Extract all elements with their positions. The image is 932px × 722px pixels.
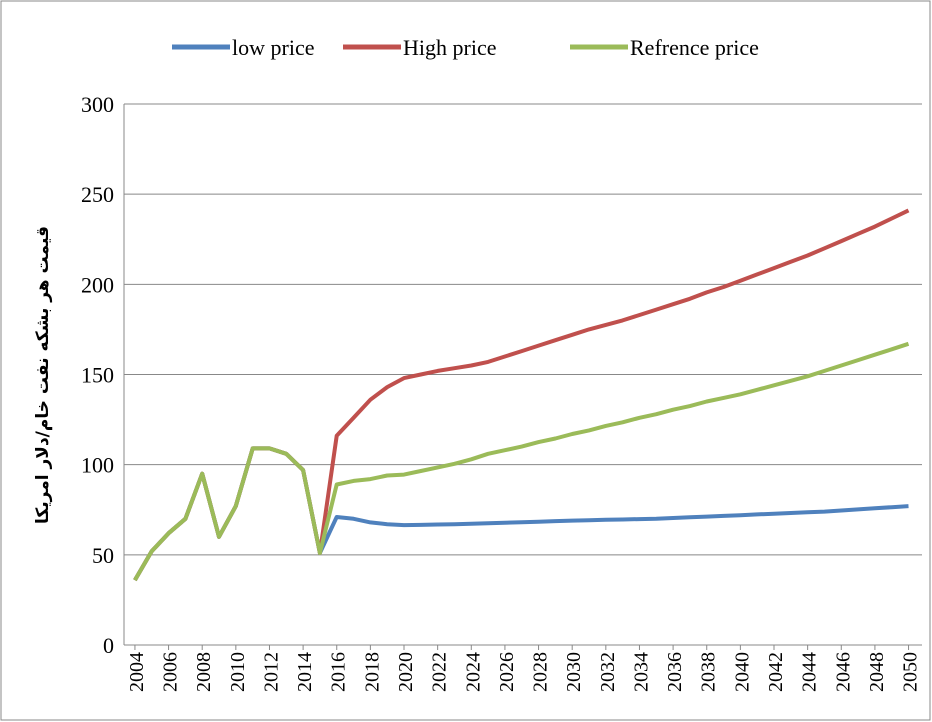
y-tick-label: 150 — [81, 363, 114, 388]
x-tick-label: 2020 — [395, 652, 417, 692]
y-axis-title: قیمت هر بشکه نفت خام/دلار امریکا — [33, 226, 53, 524]
x-tick-label: 2026 — [496, 652, 518, 692]
y-tick-label: 300 — [81, 92, 114, 117]
x-tick-label: 2032 — [597, 652, 619, 692]
y-tick-label: 200 — [81, 272, 114, 297]
legend-label: Refrence price — [630, 35, 759, 60]
x-tick-label: 2014 — [294, 652, 316, 692]
x-tick-label: 2030 — [563, 652, 585, 692]
x-tick-label: 2012 — [260, 652, 282, 692]
x-tick-label: 2016 — [328, 652, 350, 692]
x-tick-label: 2040 — [731, 652, 753, 692]
y-tick-label: 100 — [81, 453, 114, 478]
x-tick-label: 2008 — [193, 652, 215, 692]
x-tick-label: 2050 — [900, 652, 922, 692]
y-tick-label: 50 — [92, 543, 114, 568]
y-tick-label: 250 — [81, 182, 114, 207]
x-tick-label: 2006 — [160, 652, 182, 692]
legend-label: low price — [232, 35, 314, 60]
x-tick-label: 2028 — [530, 652, 552, 692]
x-tick-label: 2034 — [630, 652, 652, 692]
x-tick-label: 2022 — [429, 652, 451, 692]
series-line — [133, 341, 910, 582]
x-tick-label: 2042 — [765, 652, 787, 692]
x-tick-label: 2018 — [361, 652, 383, 692]
x-tick-label: 2004 — [126, 652, 148, 692]
x-tick-label: 2044 — [799, 652, 821, 692]
x-tick-label: 2048 — [866, 652, 888, 692]
x-tick-label: 2010 — [227, 652, 249, 692]
y-tick-label: 0 — [103, 633, 114, 658]
x-tick-label: 2036 — [664, 652, 686, 692]
x-tick-label: 2046 — [832, 652, 854, 692]
legend-label: High price — [403, 35, 496, 60]
x-tick-label: 2024 — [462, 652, 484, 692]
x-tick-label: 2038 — [698, 652, 720, 692]
